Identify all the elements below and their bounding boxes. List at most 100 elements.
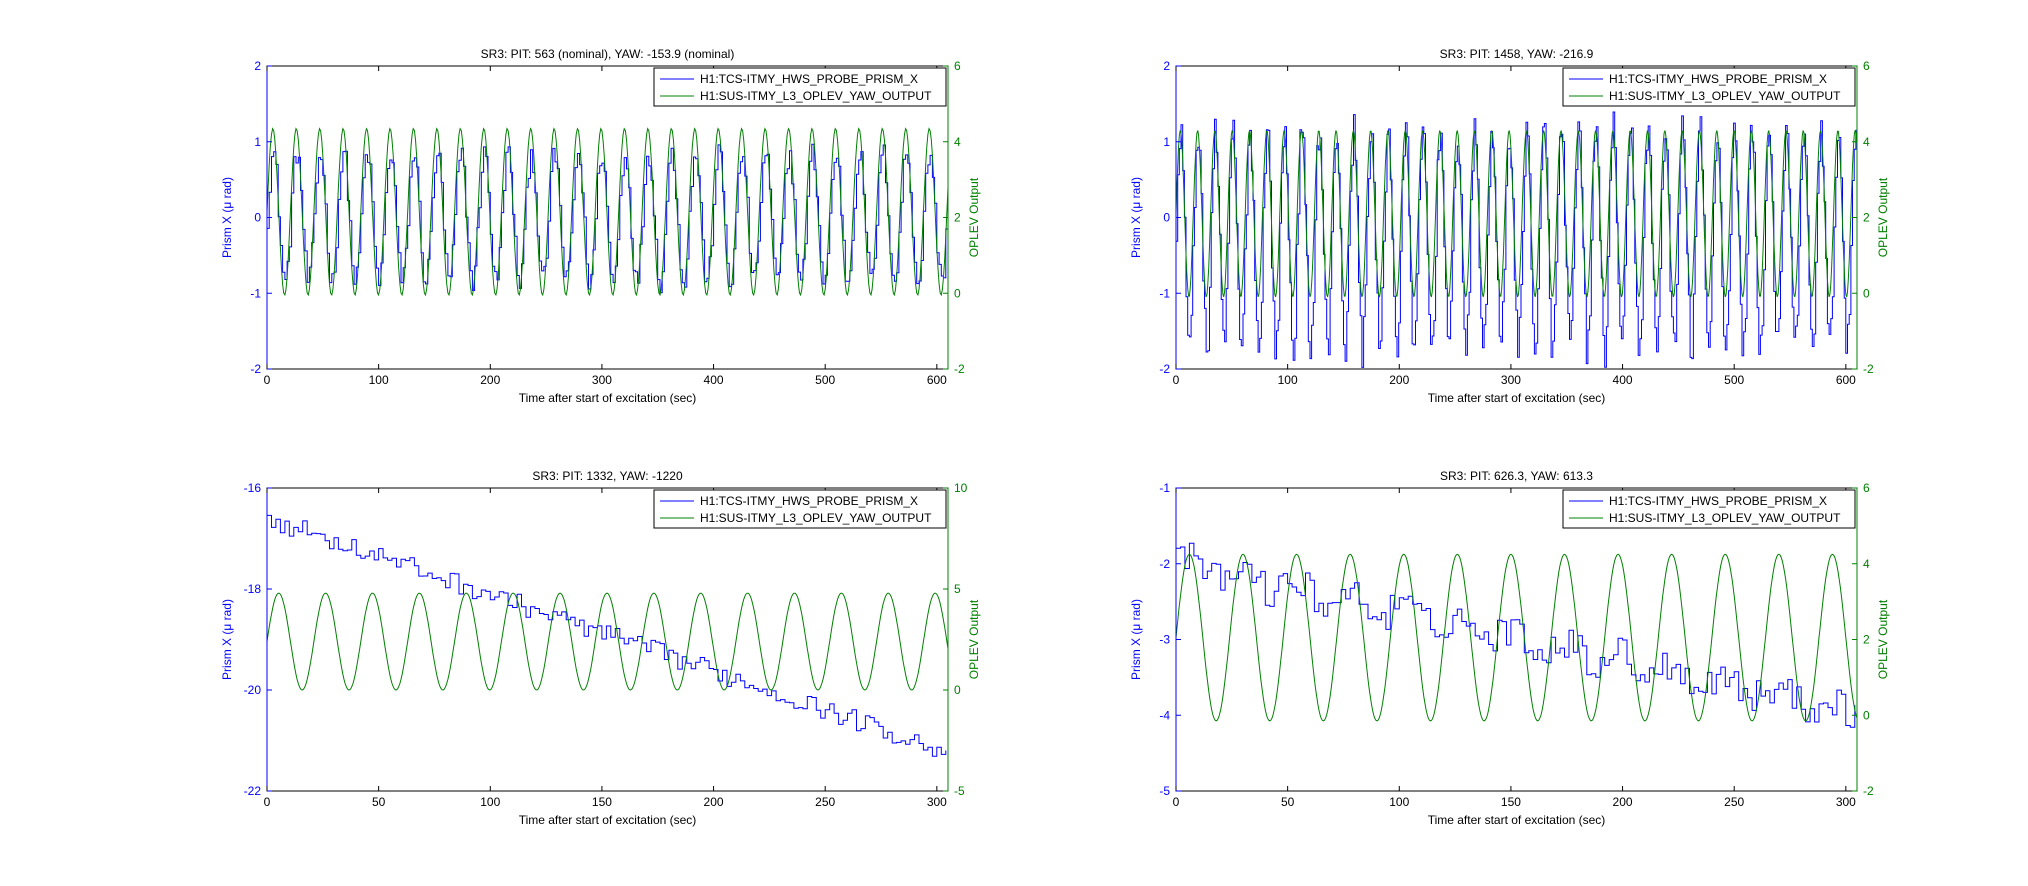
left-y-tick-label: 2 bbox=[1163, 59, 1170, 73]
right-y-axis-label: OPLEV Output bbox=[1876, 177, 1890, 257]
left-y-axis-label: Prism X (μ rad) bbox=[220, 599, 234, 680]
x-tick-label: 600 bbox=[927, 373, 947, 387]
right-y-tick-label: -2 bbox=[954, 362, 965, 376]
x-tick-label: 50 bbox=[1281, 795, 1295, 809]
legend-entry: H1:SUS-ITMY_L3_OPLEV_YAW_OUTPUT bbox=[1609, 511, 1841, 525]
x-tick-label: 150 bbox=[592, 795, 612, 809]
right-y-tick-label: 2 bbox=[954, 211, 961, 225]
legend-entry: H1:SUS-ITMY_L3_OPLEV_YAW_OUTPUT bbox=[700, 511, 932, 525]
right-y-tick-label: 0 bbox=[954, 286, 961, 300]
x-tick-label: 0 bbox=[1173, 795, 1180, 809]
x-tick-label: 0 bbox=[1173, 373, 1180, 387]
left-y-axis-label: Prism X (μ rad) bbox=[1129, 177, 1143, 258]
oplev-yaw-series-line bbox=[267, 127, 948, 297]
left-y-tick-label: -2 bbox=[1159, 362, 1170, 376]
x-tick-label: 400 bbox=[704, 373, 724, 387]
legend-entry: H1:TCS-ITMY_HWS_PROBE_PRISM_X bbox=[700, 72, 918, 86]
legend: H1:TCS-ITMY_HWS_PROBE_PRISM_X H1:SUS-ITMY… bbox=[653, 489, 947, 529]
prism-x-series-line bbox=[267, 514, 947, 757]
left-y-axis-label: Prism X (μ rad) bbox=[220, 177, 234, 258]
legend-entry: H1:TCS-ITMY_HWS_PROBE_PRISM_X bbox=[1609, 494, 1827, 508]
oplev-yaw-series-line bbox=[267, 592, 948, 691]
oplev-yaw-series-line bbox=[1176, 553, 1857, 722]
x-tick-label: 100 bbox=[480, 795, 500, 809]
right-y-tick-label: 2 bbox=[1863, 633, 1870, 647]
chart-title: SR3: PIT: 626.3, YAW: 613.3 bbox=[1440, 469, 1593, 483]
x-tick-label: 0 bbox=[264, 373, 271, 387]
x-tick-label: 0 bbox=[264, 795, 271, 809]
x-axis-label: Time after start of excitation (sec) bbox=[519, 391, 697, 405]
chart-title: SR3: PIT: 563 (nominal), YAW: -153.9 (no… bbox=[481, 47, 735, 61]
left-y-tick-label: 1 bbox=[254, 135, 261, 149]
left-y-tick-label: -5 bbox=[1159, 784, 1170, 798]
left-y-tick-label: -18 bbox=[244, 582, 262, 596]
left-y-tick-label: -1 bbox=[1159, 481, 1170, 495]
right-y-tick-label: 4 bbox=[1863, 557, 1870, 571]
left-y-tick-label: -1 bbox=[250, 286, 261, 300]
right-y-tick-label: 6 bbox=[1863, 59, 1870, 73]
prism-x-series-line bbox=[1176, 542, 1856, 728]
x-axis-label: Time after start of excitation (sec) bbox=[1428, 813, 1606, 827]
x-tick-label: 100 bbox=[369, 373, 389, 387]
legend-box bbox=[653, 489, 947, 529]
x-tick-label: 150 bbox=[1501, 795, 1521, 809]
right-y-tick-label: 0 bbox=[1863, 708, 1870, 722]
x-tick-label: 500 bbox=[1724, 373, 1744, 387]
x-tick-label: 200 bbox=[1389, 373, 1409, 387]
right-y-tick-label: -2 bbox=[1863, 784, 1874, 798]
right-y-tick-label: 0 bbox=[954, 683, 961, 697]
oplev-yaw-series-line bbox=[1176, 130, 1857, 298]
right-y-tick-label: 6 bbox=[1863, 481, 1870, 495]
left-y-tick-label: -20 bbox=[244, 683, 262, 697]
legend: H1:TCS-ITMY_HWS_PROBE_PRISM_X H1:SUS-ITMY… bbox=[1562, 489, 1856, 529]
chart-4: SR3: PIT: 626.3, YAW: 613.3 0 50 100 150 200 2… bbox=[1129, 469, 1890, 827]
legend: H1:TCS-ITMY_HWS_PROBE_PRISM_X H1:SUS-ITMY… bbox=[653, 67, 947, 107]
legend-entry: H1:SUS-ITMY_L3_OPLEV_YAW_OUTPUT bbox=[1609, 89, 1841, 103]
right-y-tick-label: 4 bbox=[954, 135, 961, 149]
x-tick-label: 300 bbox=[927, 795, 947, 809]
axes-frame bbox=[1175, 487, 1858, 792]
legend-box bbox=[653, 67, 947, 107]
right-y-tick-label: -5 bbox=[954, 784, 965, 798]
left-y-tick-label: -1 bbox=[1159, 286, 1170, 300]
left-y-tick-label: 1 bbox=[1163, 135, 1170, 149]
x-tick-label: 200 bbox=[1613, 795, 1633, 809]
left-y-tick-label: -16 bbox=[244, 481, 262, 495]
chart-title: SR3: PIT: 1458, YAW: -216.9 bbox=[1440, 47, 1594, 61]
x-tick-label: 50 bbox=[372, 795, 386, 809]
left-y-tick-label: -2 bbox=[1159, 557, 1170, 571]
x-tick-label: 250 bbox=[1724, 795, 1744, 809]
right-y-tick-label: 2 bbox=[1863, 211, 1870, 225]
left-y-tick-label: -3 bbox=[1159, 633, 1170, 647]
legend-box bbox=[1562, 67, 1856, 107]
axes-frame bbox=[266, 487, 949, 792]
x-tick-label: 500 bbox=[815, 373, 835, 387]
chart-2: SR3: PIT: 1458, YAW: -216.90 100 200 300 400… bbox=[1129, 47, 1890, 405]
x-tick-label: 400 bbox=[1613, 373, 1633, 387]
right-y-axis-label: OPLEV Output bbox=[967, 599, 981, 679]
x-tick-label: 100 bbox=[1389, 795, 1409, 809]
legend-entry: H1:SUS-ITMY_L3_OPLEV_YAW_OUTPUT bbox=[700, 89, 932, 103]
left-y-tick-label: 2 bbox=[254, 59, 261, 73]
left-y-tick-label: -4 bbox=[1159, 708, 1170, 722]
legend-entry: H1:TCS-ITMY_HWS_PROBE_PRISM_X bbox=[1609, 72, 1827, 86]
legend-entry: H1:TCS-ITMY_HWS_PROBE_PRISM_X bbox=[700, 494, 918, 508]
legend: H1:TCS-ITMY_HWS_PROBE_PRISM_X H1:SUS-ITMY… bbox=[1562, 67, 1856, 107]
left-y-tick-label: -22 bbox=[244, 784, 262, 798]
right-y-tick-label: -2 bbox=[1863, 362, 1874, 376]
x-axis-label: Time after start of excitation (sec) bbox=[519, 813, 697, 827]
legend-box bbox=[1562, 489, 1856, 529]
left-y-tick-label: 0 bbox=[254, 211, 261, 225]
x-tick-label: 600 bbox=[1836, 373, 1856, 387]
x-tick-label: 100 bbox=[1278, 373, 1298, 387]
prism-x-series-line bbox=[1176, 111, 1857, 368]
right-y-tick-label: 4 bbox=[1863, 135, 1870, 149]
chart-1: SR3: PIT: 563 (nominal), YAW: -153.9 (no… bbox=[220, 47, 981, 405]
x-tick-label: 300 bbox=[592, 373, 612, 387]
right-y-tick-label: 6 bbox=[954, 59, 961, 73]
x-axis-label: Time after start of excitation (sec) bbox=[1428, 391, 1606, 405]
x-tick-label: 200 bbox=[704, 795, 724, 809]
right-y-tick-label: 10 bbox=[954, 481, 968, 495]
